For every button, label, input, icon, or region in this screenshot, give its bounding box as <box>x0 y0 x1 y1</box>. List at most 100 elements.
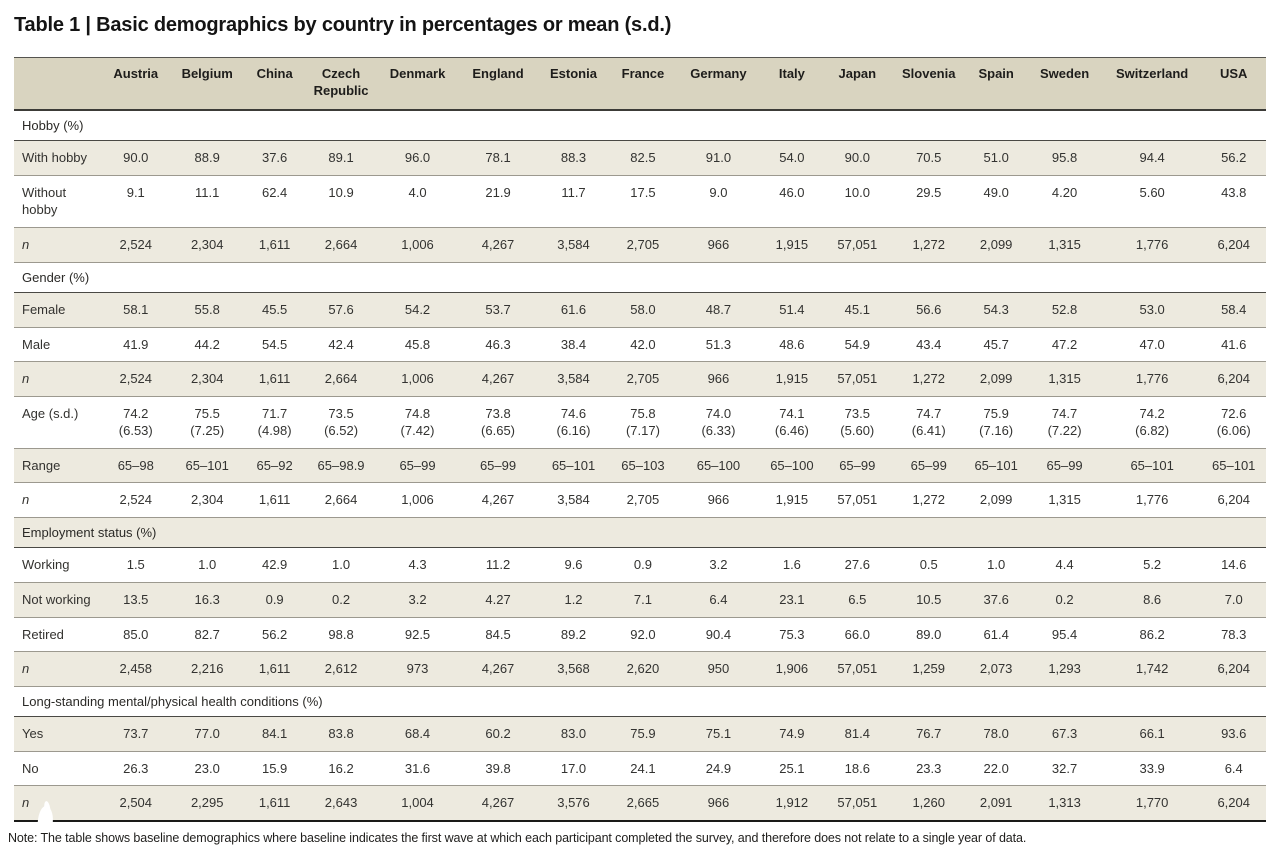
table-row: Not working 13.5 16.3 0.9 0.2 3.2 4.27 1.2 7.1 6.… <box>14 582 1266 618</box>
column-header: Belgium <box>181 66 233 81</box>
table-cell: 966 <box>707 236 730 252</box>
table-cell: 973 <box>406 661 429 677</box>
row-label: n <box>22 492 30 508</box>
column-header: Japan <box>838 66 877 81</box>
table-cell: 92.5 <box>404 626 431 642</box>
table-cell: 0.9 <box>633 557 652 573</box>
table-cell: 77.0 <box>194 726 220 742</box>
table-cell: 2,458 <box>119 661 153 677</box>
table-cell: 57,051 <box>837 661 878 677</box>
table-cell: 4,267 <box>481 661 515 677</box>
table-cell: 73.7 <box>123 726 149 742</box>
table-cell: 11.7 <box>561 184 586 200</box>
table-cell: 2,304 <box>190 236 224 252</box>
column-header: Estonia <box>550 66 597 81</box>
table-cell: 98.8 <box>328 626 354 642</box>
table-cell: 1,260 <box>912 795 945 811</box>
table-cell: 65–101 <box>974 457 1018 473</box>
table-cell: 54.5 <box>261 336 288 352</box>
column-header: Sweden <box>1040 66 1090 81</box>
table-cell: 8.6 <box>1143 591 1162 607</box>
table-cell: 53.7 <box>485 302 511 318</box>
table-cell: 1,915 <box>775 371 809 387</box>
table-cell: 2,304 <box>190 492 224 508</box>
table-cell: 2,295 <box>190 795 224 811</box>
table-cell: 51.0 <box>983 150 1009 166</box>
table-cell: 3.2 <box>709 557 728 573</box>
table-row: With hobby 90.0 88.9 37.6 89.1 96.0 78.1 88.3 82… <box>14 140 1266 176</box>
table-cell: 1,742 <box>1135 661 1169 677</box>
table-cell: 1,272 <box>912 236 945 252</box>
table-cell: 21.9 <box>485 184 511 200</box>
table-cell: 67.3 <box>1051 726 1078 742</box>
table-cell: 78.0 <box>983 726 1009 742</box>
table-cell: 74.7 (6.41) <box>911 405 946 439</box>
table-cell: 6,204 <box>1217 661 1250 677</box>
table-cell: 1,770 <box>1135 795 1169 811</box>
table-body: Hobby (%) With hobby 90.0 88.9 37.6 89.1 96.0 7… <box>14 109 1266 821</box>
table-cell: 6.4 <box>709 591 728 607</box>
table-cell: 16.2 <box>328 760 354 776</box>
table-cell: 10.0 <box>844 184 870 200</box>
table-cell: 74.6 (6.16) <box>556 405 591 439</box>
table-cell: 57,051 <box>837 795 878 811</box>
table-row: Yes 73.7 77.0 84.1 83.8 68.4 60.2 83.0 75.9 75.1 7… <box>14 716 1266 752</box>
table-cell: 46.3 <box>485 336 511 352</box>
table-cell: 10.9 <box>328 184 354 200</box>
column-header: Slovenia <box>902 66 956 81</box>
table-cell: 1,915 <box>775 492 809 508</box>
table-cell: 2,099 <box>979 371 1013 387</box>
table-cell: 90.0 <box>123 150 149 166</box>
table-cell: 82.7 <box>194 626 220 642</box>
table-cell: 1.5 <box>126 557 145 573</box>
table-cell: 1.0 <box>987 557 1006 573</box>
table-cell: 75.5 (7.25) <box>190 405 225 439</box>
table-cell: 89.2 <box>560 626 587 642</box>
table-cell: 4.27 <box>485 591 511 607</box>
table-cell: 47.0 <box>1139 336 1165 352</box>
table-cell: 45.1 <box>844 302 870 318</box>
table-cell: 1,906 <box>775 661 809 677</box>
table-cell: 1,313 <box>1048 795 1081 811</box>
table-cell: 1,315 <box>1048 492 1081 508</box>
table-cell: 75.8 (7.17) <box>625 405 660 439</box>
row-label: Without hobby <box>22 184 67 218</box>
column-header: Switzerland <box>1116 66 1189 81</box>
table-cell: 1.0 <box>198 557 217 573</box>
table-cell: 1.0 <box>332 557 351 573</box>
table-cell: 38.4 <box>560 336 587 352</box>
table-cell: 950 <box>707 661 730 677</box>
table-cell: 22.0 <box>983 760 1009 776</box>
table-cell: 3,584 <box>557 492 590 508</box>
table-cell: 27.6 <box>844 557 870 573</box>
column-header: Spain <box>978 66 1014 81</box>
row-label: Working <box>22 557 70 573</box>
table-cell: 85.0 <box>123 626 149 642</box>
table-cell: 68.4 <box>404 726 431 742</box>
table-row: Female 58.1 55.8 45.5 57.6 54.2 53.7 61.6 58.0 48… <box>14 292 1266 328</box>
table-cell: 3,568 <box>557 661 590 677</box>
table-cell: 2,664 <box>324 492 358 508</box>
table-cell: 78.1 <box>485 150 511 166</box>
row-label: Female <box>22 302 66 318</box>
table-cell: 54.0 <box>779 150 805 166</box>
table-cell: 65–98.9 <box>317 457 365 473</box>
table-cell: 3,584 <box>557 236 590 252</box>
table-cell: 42.0 <box>630 336 656 352</box>
table-cell: 89.0 <box>916 626 942 642</box>
table-cell: 58.4 <box>1221 302 1247 318</box>
table-cell: 73.5 (6.52) <box>324 405 359 439</box>
table-cell: 29.5 <box>916 184 942 200</box>
table-cell: 33.9 <box>1139 760 1165 776</box>
table-cell: 90.4 <box>705 626 732 642</box>
table-cell: 23.3 <box>916 760 942 776</box>
table-cell: 90.0 <box>844 150 870 166</box>
table-cell: 65–100 <box>770 457 814 473</box>
table-cell: 25.1 <box>779 760 805 776</box>
row-label: Range <box>22 457 61 473</box>
table-cell: 2,099 <box>979 236 1013 252</box>
table-cell: 17.5 <box>630 184 656 200</box>
table-cell: 46.0 <box>779 184 805 200</box>
table-cell: 81.4 <box>844 726 870 742</box>
